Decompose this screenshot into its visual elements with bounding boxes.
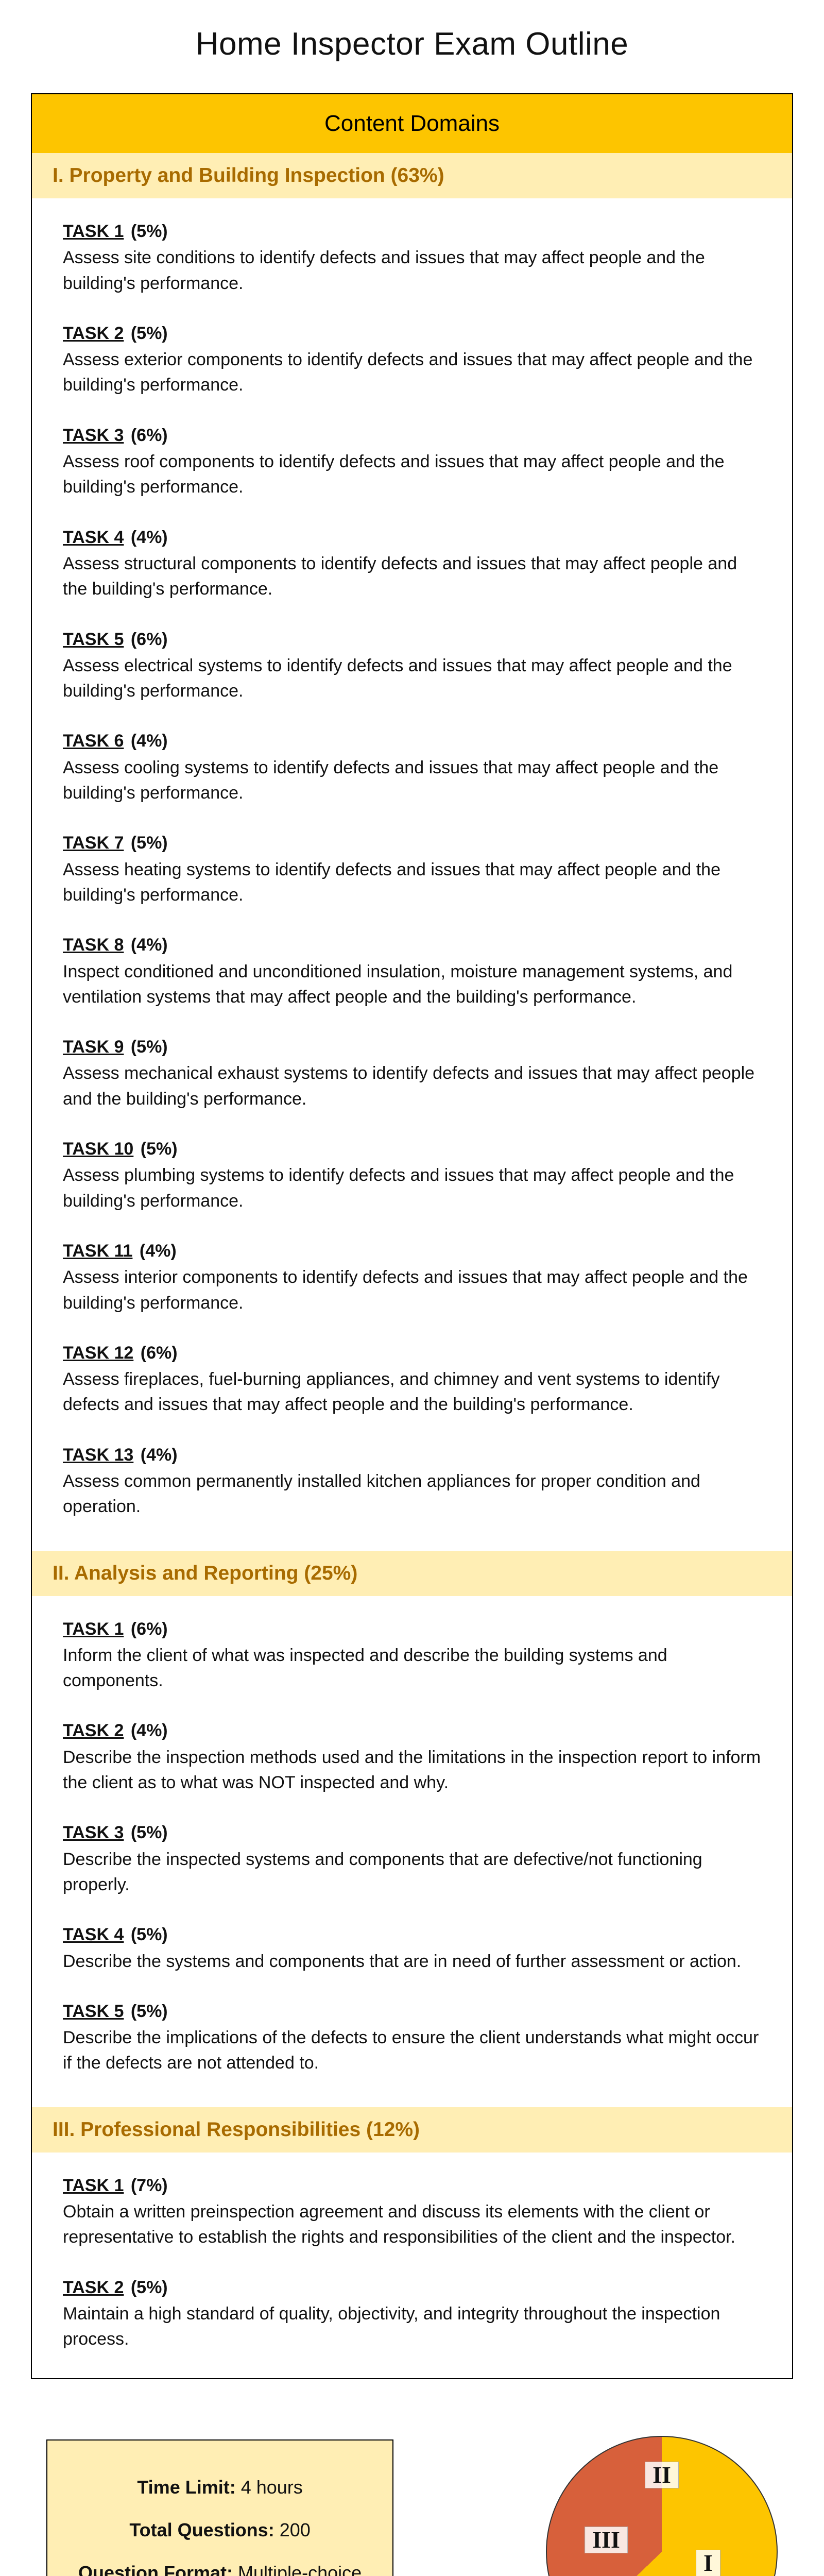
task-description: Obtain a written preinspection agreement…: [63, 2199, 761, 2250]
task-percent: (5%): [126, 2278, 167, 2297]
task-percent: (5%): [126, 1037, 167, 1057]
task-percent: (6%): [126, 426, 167, 445]
task: TASK 13 (4%) Assess common permanently in…: [63, 1443, 761, 1520]
pie-slice-label: I: [696, 2550, 720, 2576]
task: TASK 4 (4%) Assess structural components …: [63, 525, 761, 602]
task-description: Describe the inspected systems and compo…: [63, 1847, 761, 1898]
task-description: Maintain a high standard of quality, obj…: [63, 2301, 761, 2352]
task-title: TASK 13: [63, 1445, 133, 1465]
exam-info-box: Time Limit: 4 hours Total Questions: 200…: [46, 2439, 393, 2576]
task: TASK 2 (5%) Assess exterior components to…: [63, 321, 761, 398]
task-percent: (5%): [126, 324, 167, 343]
task-description: Assess structural components to identify…: [63, 551, 761, 602]
task: TASK 4 (5%) Describe the systems and comp…: [63, 1922, 761, 1974]
task-title: TASK 1: [63, 1619, 124, 1639]
task: TASK 10 (5%) Assess plumbing systems to i…: [63, 1137, 761, 1214]
task-percent: (4%): [126, 528, 167, 547]
pie-slice-label: III: [585, 2527, 628, 2553]
task-percent: (4%): [126, 1721, 167, 1740]
domain-tasks: TASK 1 (6%) Inform the client of what was…: [32, 1596, 792, 2102]
task-description: Assess fireplaces, fuel-burning applianc…: [63, 1367, 761, 1418]
task-description: Assess site conditions to identify defec…: [63, 245, 761, 296]
task-percent: (4%): [135, 1445, 177, 1465]
task-percent: (6%): [135, 1343, 177, 1363]
task-title: TASK 8: [63, 935, 124, 955]
task-title: TASK 9: [63, 1037, 124, 1057]
task-percent: (4%): [134, 1241, 176, 1261]
task-title: TASK 3: [63, 1823, 124, 1842]
pie-chart: IIIIII: [546, 2436, 778, 2576]
bottom-row: Time Limit: 4 hours Total Questions: 200…: [31, 2436, 793, 2576]
domain-tasks: TASK 1 (7%) Obtain a written preinspectio…: [32, 2153, 792, 2378]
task-description: Inspect conditioned and unconditioned in…: [63, 959, 761, 1010]
task-title: TASK 4: [63, 1925, 124, 1944]
task: TASK 9 (5%) Assess mechanical exhaust sys…: [63, 1035, 761, 1112]
task-description: Describe the inspection methods used and…: [63, 1745, 761, 1796]
task-description: Assess mechanical exhaust systems to ide…: [63, 1061, 761, 1112]
domain-header: III. Professional Responsibilities (12%): [32, 2107, 792, 2153]
task: TASK 8 (4%) Inspect conditioned and uncon…: [63, 933, 761, 1010]
task-percent: (6%): [126, 1619, 167, 1639]
task-percent: (5%): [126, 833, 167, 853]
task-title: TASK 2: [63, 324, 124, 343]
task-description: Inform the client of what was inspected …: [63, 1643, 761, 1694]
task: TASK 2 (5%) Maintain a high standard of q…: [63, 2275, 761, 2352]
task-description: Assess interior components to identify d…: [63, 1265, 761, 1316]
content-domains-header: Content Domains: [32, 94, 792, 153]
domain-tasks: TASK 1 (5%) Assess site conditions to ide…: [32, 198, 792, 1546]
task-description: Describe the systems and components that…: [63, 1949, 761, 1974]
task-title: TASK 6: [63, 731, 124, 751]
task: TASK 3 (5%) Describe the inspected system…: [63, 1820, 761, 1897]
task: TASK 5 (6%) Assess electrical systems to …: [63, 627, 761, 704]
task-percent: (6%): [126, 630, 167, 649]
task-percent: (5%): [126, 2002, 167, 2021]
task: TASK 11 (4%) Assess interior components t…: [63, 1239, 761, 1316]
task-title: TASK 7: [63, 833, 124, 853]
task-percent: (4%): [126, 935, 167, 955]
task: TASK 7 (5%) Assess heating systems to ide…: [63, 831, 761, 908]
task-title: TASK 1: [63, 2176, 124, 2195]
task-percent: (4%): [126, 731, 167, 751]
info-format: Question Format: Multiple-choice: [78, 2552, 362, 2576]
info-time: Time Limit: 4 hours: [78, 2466, 362, 2509]
task-title: TASK 4: [63, 528, 124, 547]
task: TASK 1 (7%) Obtain a written preinspectio…: [63, 2173, 761, 2250]
task-description: Assess heating systems to identify defec…: [63, 857, 761, 908]
task: TASK 2 (4%) Describe the inspection metho…: [63, 1718, 761, 1795]
task-title: TASK 12: [63, 1343, 133, 1363]
task-percent: (7%): [126, 2176, 167, 2195]
pie-slice-label: II: [645, 2462, 679, 2488]
task-percent: (5%): [135, 1139, 177, 1159]
task-description: Assess common permanently installed kitc…: [63, 1469, 761, 1520]
page-title: Home Inspector Exam Outline: [31, 26, 793, 62]
task: TASK 1 (6%) Inform the client of what was…: [63, 1617, 761, 1694]
task: TASK 12 (6%) Assess fireplaces, fuel-burn…: [63, 1341, 761, 1418]
task-description: Describe the implications of the defects…: [63, 2025, 761, 2076]
task-title: TASK 5: [63, 2002, 124, 2021]
task-title: TASK 3: [63, 426, 124, 445]
task-title: TASK 1: [63, 222, 124, 241]
task-description: Assess exterior components to identify d…: [63, 347, 761, 398]
task-description: Assess cooling systems to identify defec…: [63, 755, 761, 806]
task: TASK 5 (5%) Describe the implications of …: [63, 1999, 761, 2076]
task-title: TASK 10: [63, 1139, 133, 1159]
info-questions: Total Questions: 200: [78, 2509, 362, 2552]
domain-header: I. Property and Building Inspection (63%…: [32, 153, 792, 198]
task-percent: (5%): [126, 1823, 167, 1842]
task: TASK 3 (6%) Assess roof components to ide…: [63, 423, 761, 500]
task-percent: (5%): [126, 1925, 167, 1944]
task-description: Assess roof components to identify defec…: [63, 449, 761, 500]
task-title: TASK 2: [63, 1721, 124, 1740]
task-description: Assess plumbing systems to identify defe…: [63, 1163, 761, 1214]
task-description: Assess electrical systems to identify de…: [63, 653, 761, 704]
task-title: TASK 5: [63, 630, 124, 649]
task: TASK 6 (4%) Assess cooling systems to ide…: [63, 728, 761, 806]
outline-box: Content Domains I. Property and Building…: [31, 93, 793, 2379]
task-percent: (5%): [126, 222, 167, 241]
task-title: TASK 2: [63, 2278, 124, 2297]
domain-header: II. Analysis and Reporting (25%): [32, 1551, 792, 1596]
task-title: TASK 11: [63, 1241, 132, 1261]
task: TASK 1 (5%) Assess site conditions to ide…: [63, 219, 761, 296]
